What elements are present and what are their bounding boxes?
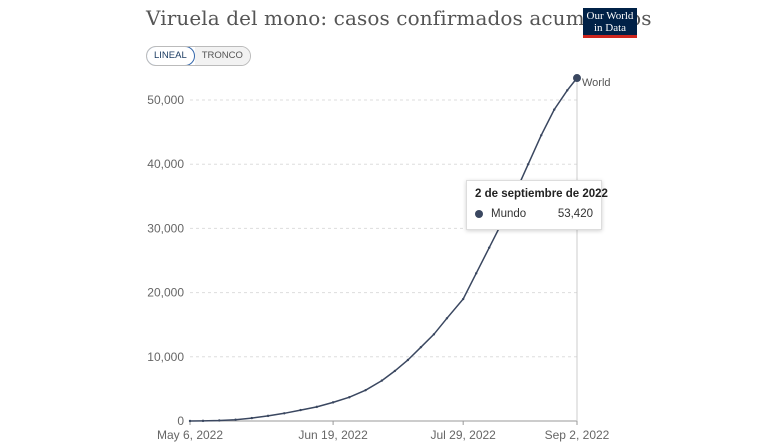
tooltip-row: Mundo 53,420 — [475, 208, 593, 220]
tooltip-series-value: 53,420 — [557, 208, 593, 220]
y-tick-label: 50,000 — [147, 93, 184, 107]
logo-line-2: in Data — [593, 22, 627, 34]
y-tick-label: 20,000 — [147, 286, 184, 300]
y-tick-label: 40,000 — [147, 157, 184, 171]
y-tick-label: 10,000 — [147, 350, 184, 364]
data-point — [432, 333, 436, 336]
data-point — [406, 358, 410, 362]
hover-tooltip: 2 de septiembre de 2022 Mundo 53,420 — [466, 180, 608, 230]
data-point — [364, 388, 367, 392]
data-point — [234, 418, 237, 421]
data-point — [487, 246, 491, 249]
data-point — [266, 414, 270, 418]
series-label-world: World — [582, 77, 611, 89]
data-point — [566, 89, 569, 92]
series-end-marker — [573, 74, 581, 83]
data-point — [540, 134, 543, 137]
y-tick-label: 30,000 — [147, 221, 184, 235]
data-point — [461, 297, 465, 301]
data-point — [527, 163, 530, 166]
x-tick-label: Sep 2, 2022 — [545, 428, 610, 442]
data-point — [315, 405, 319, 409]
tooltip-series-name: Mundo — [491, 208, 527, 220]
series-line-world — [189, 77, 578, 422]
chart-title: Viruela del mono: casos confirmados acum… — [146, 6, 652, 30]
data-point — [218, 419, 221, 422]
log-scale-button[interactable]: TRONCO — [194, 47, 250, 65]
y-tick-label: 0 — [177, 414, 184, 428]
data-point — [250, 416, 253, 420]
tooltip-series-dot — [475, 210, 483, 218]
data-point — [348, 396, 351, 399]
tooltip-date: 2 de septiembre de 2022 — [475, 188, 608, 200]
data-point — [299, 408, 302, 412]
owid-logo[interactable]: Our World in Data — [583, 8, 637, 38]
data-point — [553, 108, 556, 111]
data-point — [474, 272, 478, 275]
data-point — [393, 369, 397, 373]
x-tick-label: Jun 19, 2022 — [298, 428, 368, 442]
data-point — [445, 317, 449, 320]
data-point — [419, 345, 423, 349]
x-tick-label: Jul 29, 2022 — [430, 428, 496, 442]
logo-line-1: Our World — [586, 10, 634, 22]
x-tick-label: May 6, 2022 — [157, 428, 223, 442]
scale-toggle: LINEAL TRONCO — [146, 46, 251, 66]
data-point — [201, 419, 205, 423]
data-point — [331, 401, 335, 404]
linear-scale-button[interactable]: LINEAL — [146, 47, 195, 65]
data-point — [380, 379, 384, 382]
data-point — [283, 412, 286, 415]
data-point — [188, 419, 192, 423]
